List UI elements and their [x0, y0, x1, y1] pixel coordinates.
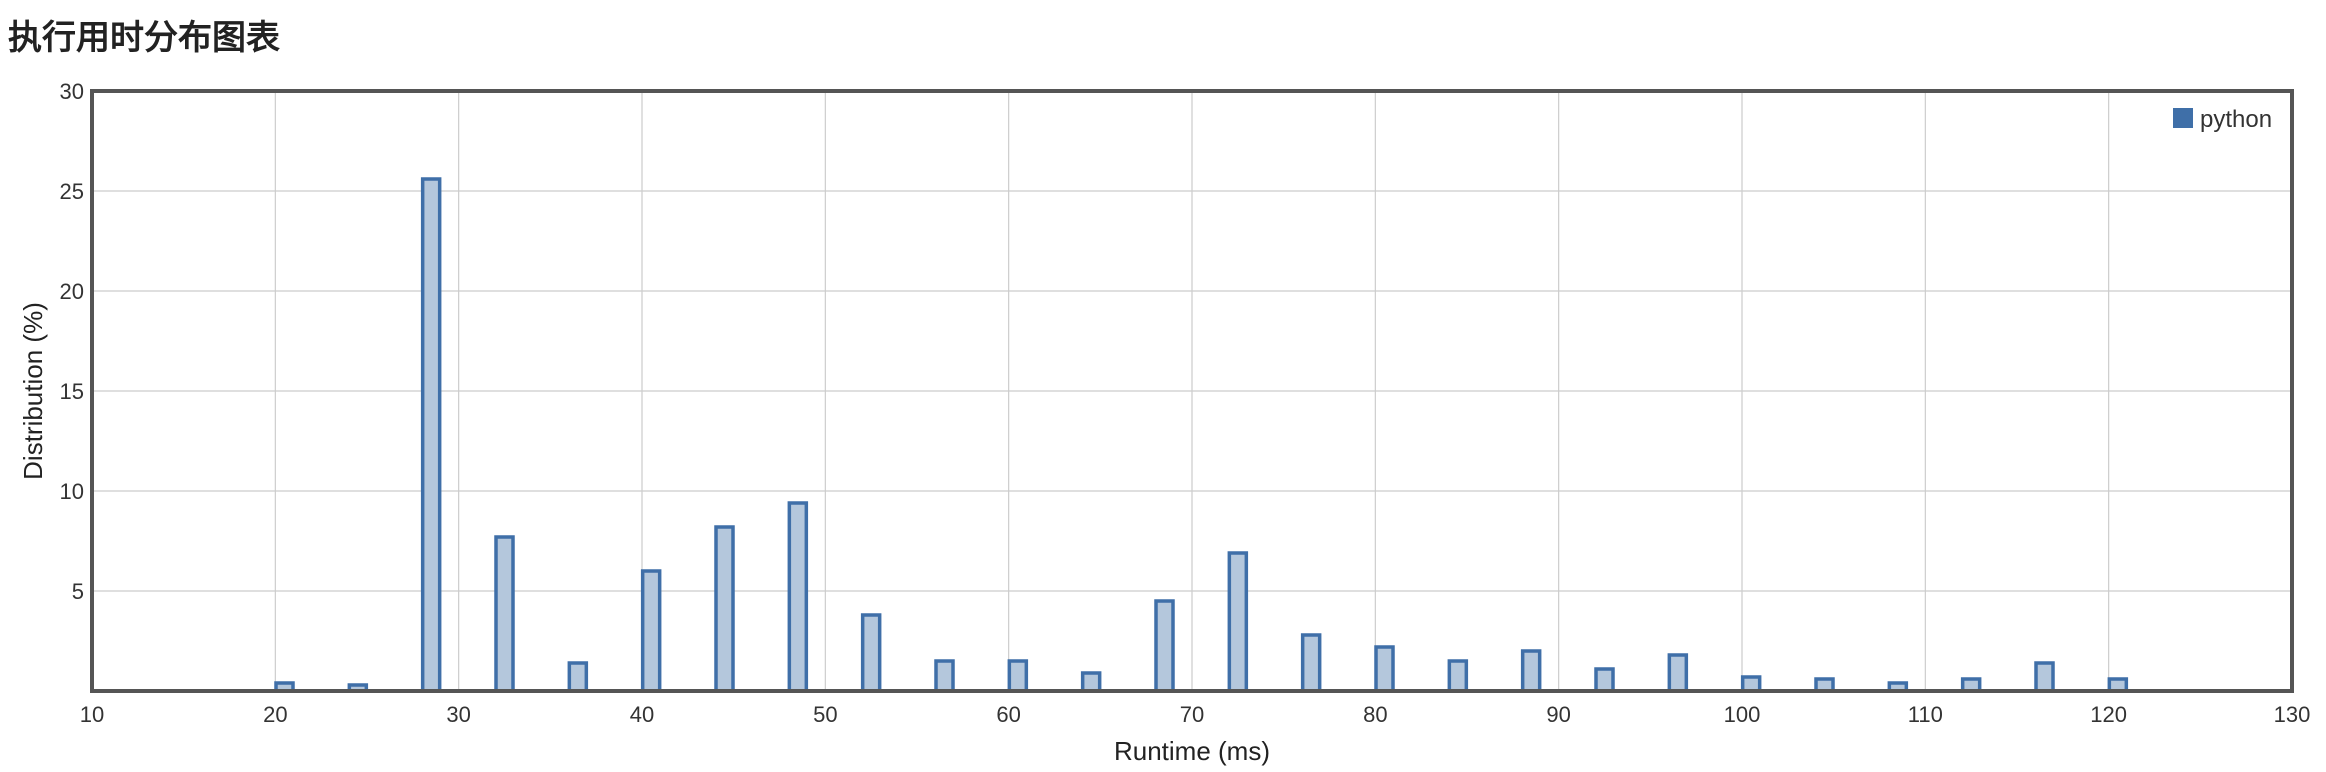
x-tick-label: 90	[1546, 702, 1570, 727]
bar[interactable]	[1300, 633, 1322, 693]
bar[interactable]	[787, 501, 809, 693]
x-tick-label: 70	[1180, 702, 1204, 727]
bar[interactable]	[1374, 645, 1395, 693]
plot-frame	[90, 89, 2294, 693]
legend-swatch	[2171, 106, 2195, 130]
x-tick-label: 50	[813, 702, 837, 727]
x-tick-label: 60	[996, 702, 1020, 727]
bar[interactable]	[1594, 667, 1615, 693]
y-tick-label: 5	[72, 579, 84, 604]
x-tick-label: 120	[2090, 702, 2127, 727]
y-tick-label: 10	[60, 479, 84, 504]
bar[interactable]	[1007, 659, 1029, 693]
x-axis-title: Runtime (ms)	[1114, 736, 1270, 766]
bar[interactable]	[1740, 675, 1762, 693]
y-axis-title: Distribution (%)	[18, 302, 48, 480]
y-tick-label: 20	[60, 279, 84, 304]
y-tick-label: 25	[60, 179, 84, 204]
x-tick-label: 80	[1363, 702, 1387, 727]
grid-lines	[92, 90, 2292, 691]
tick-labels: 10 20 30 40 50 60 70 80 90 100 110 120 130 5 10 15 20 25 3…	[60, 79, 2311, 727]
x-tick-label: 100	[1724, 702, 1761, 727]
x-tick-label: 10	[80, 702, 104, 727]
legend-label: python	[2200, 106, 2272, 133]
bar[interactable]	[494, 535, 515, 693]
bar[interactable]	[1227, 551, 1249, 693]
bar[interactable]	[420, 177, 442, 693]
x-tick-label: 110	[1908, 702, 1943, 727]
y-tick-label: 15	[60, 379, 84, 404]
bar[interactable]	[640, 569, 662, 693]
x-tick-label: 30	[446, 702, 470, 727]
bar[interactable]	[860, 613, 882, 693]
bar[interactable]	[1447, 659, 1469, 693]
bar[interactable]	[1080, 671, 1102, 693]
bar[interactable]	[2034, 661, 2055, 693]
bar[interactable]	[1667, 653, 1689, 693]
bar[interactable]	[934, 659, 955, 693]
x-tick-label: 40	[630, 702, 654, 727]
x-tick-label: 130	[2274, 702, 2311, 727]
x-tick-label: 20	[263, 702, 287, 727]
y-tick-label: 30	[60, 79, 84, 104]
page-title: 执行用时分布图表	[8, 18, 280, 58]
bar[interactable]	[567, 661, 589, 693]
bar[interactable]	[1154, 599, 1175, 693]
legend[interactable]: python	[2171, 106, 2272, 133]
bar[interactable]	[1520, 649, 1542, 693]
bars	[274, 177, 2129, 693]
bar[interactable]	[714, 525, 735, 693]
